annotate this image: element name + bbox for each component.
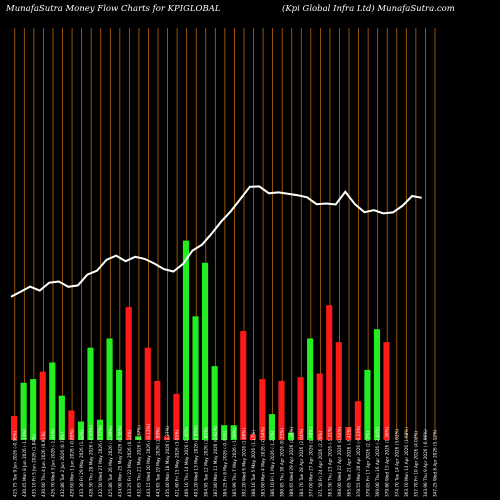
flow-bar <box>259 379 266 440</box>
x-tick-label: 434.90 Mon 25 May 2026 (0.38%) <box>117 425 122 497</box>
flow-bar <box>211 366 218 440</box>
x-tick-label: 384.70 Tue 28 Apr 2026 (2.04%) <box>299 428 304 497</box>
x-tick-label: 347.25 Wed 8 Apr 2026 (5.12%) <box>432 429 437 497</box>
x-tick-label: 385.99 Thu 7 May 2026 (-1.59%) <box>232 427 237 497</box>
flow-bar <box>297 377 304 440</box>
flow-bar <box>154 380 161 440</box>
flow-bar <box>278 380 285 440</box>
price-line <box>10 185 422 298</box>
price-line-series <box>10 185 422 298</box>
x-tick-label: 378.55 Mon 20 Apr 2026 (-0.13%) <box>356 425 361 497</box>
x-tick-label: 365.65 Tue 21 Apr 2026 (-3.41%) <box>347 427 352 497</box>
x-tick-label: 388.10 Tue 5 May 2026 (1.17%) <box>251 430 256 497</box>
flow-bar <box>287 432 295 440</box>
x-tick-label: 386.10 Fri 1 May 2026 (-1.22%) <box>270 430 275 497</box>
flow-bar <box>316 373 323 440</box>
flow-bar <box>364 369 371 440</box>
x-tick-label: 387.80 Mon 11 May 2026 (0.92%) <box>213 425 218 497</box>
flow-bar <box>11 416 18 440</box>
flow-bar <box>68 410 75 440</box>
flow-bar <box>96 419 104 440</box>
x-tick-label: 432.50 Wed 27 May 2026 (1.57%) <box>98 425 103 497</box>
x-tick-label: 403.20 Wed 13 May 2026 (2.09%) <box>194 425 199 497</box>
flow-bar <box>354 401 361 440</box>
flow-bar <box>30 379 37 440</box>
x-tick-label: 430.60 Thu 4 Jun 2026 (0.91%) <box>41 431 46 497</box>
x-tick-label: 432.65 Thu 21 May 2026 (-2.37%) <box>136 425 141 497</box>
flow-bar <box>268 414 275 440</box>
flow-bar <box>163 436 170 440</box>
flow-bar <box>345 427 352 440</box>
x-tick-label: 430.45 Mon 8 Jun 2026 (-1.13%) <box>22 429 27 497</box>
x-axis-tick-labels: 425.75 Tue 9 Jun 2026 (-0.96%) 430.45 Mon… <box>12 423 437 497</box>
flow-bar <box>58 395 65 440</box>
flow-bar <box>20 382 27 440</box>
flow-bar <box>116 369 123 440</box>
flow-bar <box>192 316 199 440</box>
flow-bar <box>173 393 180 440</box>
x-tick-label: 374.70 Tue 14 Apr 2026 (3.02%) <box>394 428 399 497</box>
flow-bar <box>135 436 142 440</box>
x-tick-label: 392.20 Wed 6 May 2026 (1.06%) <box>241 428 246 497</box>
flow-bar <box>326 305 333 440</box>
x-tick-label: 435.10 Fri 5 Jun 2026 (1.04%) <box>31 434 36 497</box>
flow-bar <box>39 371 46 440</box>
bar-series <box>11 240 390 440</box>
flow-bar <box>249 434 256 440</box>
x-tick-label: 443.65 Tue 19 May 2026 (1.89%) <box>156 427 161 497</box>
x-tick-label: 432.80 Tue 2 Jun 2026 (0.74%) <box>60 432 65 497</box>
chart-subtitle: (Kpi Global Infra Ltd) MunafaSutra.com <box>282 4 455 14</box>
x-tick-label: 357.70 Fri 10 Apr 2026 (4.02%) <box>413 431 418 497</box>
flow-bar <box>335 342 342 440</box>
flow-bar <box>106 338 113 440</box>
x-tick-label: 343.90 Thu 9 Apr 2026 (-0.96%) <box>423 429 428 497</box>
x-tick-label: 426.70 Wed 3 Jun 2026 (-1.41%) <box>50 428 55 497</box>
flow-bar <box>383 342 390 440</box>
x-tick-label: 363.70 Mon 13 Apr 2026 (1.68%) <box>404 427 409 497</box>
x-tick-label: 377.00 Mon 27 Apr 2026 (1.48%) <box>308 427 313 497</box>
flow-bar <box>230 425 237 440</box>
x-tick-label: 435.40 Mon 18 May 2026 (3.27%) <box>165 425 170 497</box>
x-tick-label: 371.50 Fri 24 Apr 2026 (2.20%) <box>318 431 323 497</box>
x-tick-label: 363.50 Thu 23 Apr 2026 (-1.21%) <box>327 426 332 497</box>
x-tick-label: 425.75 Tue 9 Jun 2026 (-0.96%) <box>12 430 17 497</box>
flow-bar <box>373 329 381 440</box>
x-tick-label: 384.25 Fri 8 May 2026 (-0.45%) <box>222 430 227 497</box>
flow-bar <box>307 338 314 440</box>
x-tick-label: 409.10 Thu 14 May 2026 (1.46%) <box>184 426 189 497</box>
x-tick-label: 425.80 Tue 26 May 2026 (-2.09%) <box>108 425 113 497</box>
x-tick-label: 429.60 Mon 1 Jun 2026 (-0.85%) <box>70 429 75 497</box>
flow-bar <box>144 347 151 440</box>
x-tick-label: 390.85 Thu 30 Apr 2026 (0.31%) <box>280 428 285 497</box>
x-tick-label: 379.05 Fri 17 Apr 2026 (2.72%) <box>366 431 371 497</box>
flow-bar <box>125 307 132 440</box>
flow-bar <box>221 425 228 440</box>
x-tick-label: 379.80 Wed 15 Apr 2026 (1.36%) <box>385 426 390 497</box>
flow-bar <box>202 262 209 440</box>
x-tick-label: 383.60 Mon 4 May 2026 (-0.64%) <box>261 426 266 497</box>
x-tick-label: 394.95 Tue 12 May 2026 (1.85%) <box>203 427 208 497</box>
chart-title: MunafaSutra Money Flow Charts for KPIGLO… <box>6 4 221 14</box>
x-tick-label: 433.25 Fri 22 May 2026 (0.14%) <box>127 429 132 497</box>
x-tick-label: 421.60 Fri 15 May 2026 (3.05%) <box>175 429 180 497</box>
x-tick-label: 389.65 Wed 29 Apr 2026 (1.28%) <box>289 426 294 497</box>
flow-bar <box>182 240 190 440</box>
grid-lines <box>14 28 436 440</box>
flow-bar <box>87 347 94 440</box>
flow-bar <box>77 421 84 440</box>
x-tick-label: 443.15 Wed 20 May 2026 (-0.11%) <box>146 423 151 497</box>
x-tick-label: 369.00 Thu 16 Apr 2026 (-2.84%) <box>375 426 380 497</box>
x-tick-label: 428.50 Thu 28 May 2026 (-0.93%) <box>89 425 94 497</box>
flow-bar <box>240 331 247 440</box>
flow-bar <box>49 362 56 440</box>
x-tick-label: 433.30 Fri 29 May 2026 (1.12%) <box>79 429 84 497</box>
x-tick-label: 368.00 Wed 22 Apr 2026 (0.64%) <box>337 426 342 497</box>
